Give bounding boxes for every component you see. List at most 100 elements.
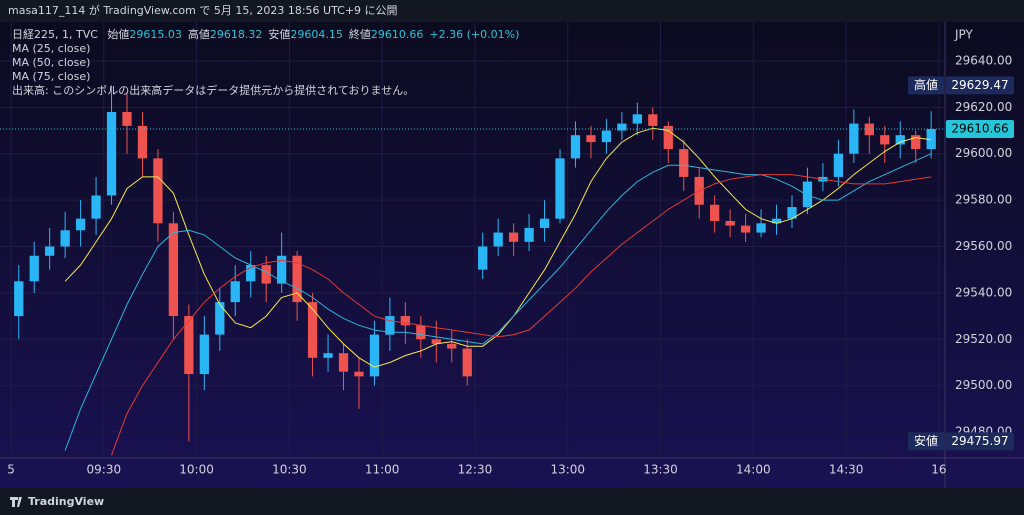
candle-body: [462, 348, 472, 377]
price-label-box: [946, 76, 1014, 95]
candle-body: [75, 218, 86, 231]
legend-value: 29615.03: [129, 28, 182, 41]
moving-average: [64, 153, 932, 451]
candle-body: [617, 123, 627, 131]
legend: 日経225, 1, TVC 始値29615.03 高値29618.32 安値2960…: [12, 27, 519, 97]
candle-body: [447, 343, 457, 349]
plot: [0, 22, 945, 458]
moving-average: [64, 127, 932, 368]
candle-body: [184, 316, 194, 375]
candle-body: [679, 149, 689, 177]
legend-main: 日経225, 1, TVC 始値29615.03 高値29618.32 安値2960…: [12, 27, 519, 41]
price-label-box: [946, 432, 1014, 451]
x-tick-label: 13:00: [550, 463, 585, 477]
moving-average: [111, 174, 932, 456]
candle-body: [570, 135, 581, 159]
candle-body: [911, 135, 921, 150]
candle-body: [431, 339, 441, 344]
candle-body: [849, 123, 859, 154]
price-label: 29475.97: [951, 434, 1008, 448]
candle-body: [14, 281, 24, 317]
candle-body: [354, 371, 364, 377]
candle-body: [926, 129, 936, 150]
candle-body: [586, 135, 596, 143]
symbol: 日経225, 1, TVC: [12, 28, 98, 41]
candle-body: [416, 325, 426, 340]
candle-body: [385, 316, 395, 335]
x-tick-label: 13:30: [643, 463, 678, 477]
candle-body: [833, 153, 844, 177]
candle-body: [802, 181, 813, 208]
x-tick-label: 14:00: [736, 463, 771, 477]
legend-label: 安値: [268, 27, 290, 41]
footer-logo: [10, 497, 22, 507]
candle-body: [29, 255, 39, 282]
legend-entry: MA (50, close): [12, 56, 90, 69]
candle-body: [338, 353, 349, 372]
legend-value: 29610.66: [371, 28, 424, 41]
published-info: masa117_114 が TradingView.com で 5月 15, 2…: [8, 3, 398, 17]
candle-body: [215, 302, 225, 335]
candle-body: [106, 111, 117, 196]
candle-body: [307, 302, 318, 358]
currency: JPY: [954, 28, 974, 42]
price-tag: 安値: [914, 433, 938, 448]
legend-value: 29604.15: [290, 28, 343, 41]
legend-entry: MA (25, close): [12, 42, 90, 55]
candle-body: [880, 135, 890, 145]
candle-body: [122, 111, 132, 126]
candle-body: [277, 255, 287, 284]
price-tag-box: [908, 76, 944, 95]
x-tick-label: 14:30: [829, 463, 864, 477]
legend-value: 29618.32: [210, 28, 263, 41]
y-tick-label: 29500.00: [955, 378, 1012, 392]
candle-body: [787, 207, 797, 219]
volume-note: 出来高: このシンボルの出来高データはデータ提供元から提供されておりません。: [12, 83, 414, 97]
price-tag-box: [908, 432, 944, 451]
candle-body: [246, 265, 256, 282]
x-tick-label: 10:00: [179, 463, 214, 477]
candle-body: [524, 227, 534, 242]
candle-body: [508, 232, 519, 242]
candle-body: [632, 114, 642, 124]
x-tick-label: 11:00: [365, 463, 400, 477]
candle-body: [895, 135, 905, 145]
y-tick-label: 29640.00: [955, 53, 1012, 67]
candle-body: [292, 255, 302, 303]
x-tick-label: 5: [7, 463, 15, 477]
y-tick-label: 29560.00: [955, 239, 1012, 253]
candle-body: [153, 158, 163, 224]
candle-body: [493, 232, 503, 247]
candle-body: [771, 218, 782, 224]
candle-body: [400, 316, 411, 326]
price-label: 29610.66: [951, 122, 1008, 136]
candle-body: [663, 125, 673, 150]
candle-body: [725, 220, 735, 226]
candle-body: [323, 353, 333, 358]
candle-body: [199, 334, 209, 375]
legend-change: +2.36 (+0.01%): [429, 28, 519, 41]
y-tick-label: 29620.00: [955, 100, 1012, 114]
price-label: 29629.47: [951, 78, 1008, 92]
y-tick-label: 29580.00: [955, 193, 1012, 207]
price-label-box: [946, 120, 1014, 139]
legend-entry: MA (75, close): [12, 70, 90, 83]
candle-body: [91, 195, 101, 219]
candle-body: [369, 334, 380, 377]
candle-body: [168, 223, 179, 317]
legend-label: 始値: [107, 27, 129, 41]
x-tick-label: 16: [931, 463, 946, 477]
candle-body: [648, 114, 658, 126]
candle-body: [555, 158, 565, 219]
candle-body: [756, 223, 766, 233]
candle-body: [601, 130, 612, 143]
legend-label: 終値: [349, 27, 371, 41]
candle-body: [137, 125, 148, 159]
candle-body: [261, 265, 271, 284]
x-tick-label: 10:30: [272, 463, 307, 477]
legend-label: 高値: [188, 27, 210, 41]
candle-body: [539, 218, 550, 228]
x-tick-label: 09:30: [87, 463, 122, 477]
y-tick-label: 29600.00: [955, 146, 1012, 160]
candle-body: [230, 281, 240, 303]
